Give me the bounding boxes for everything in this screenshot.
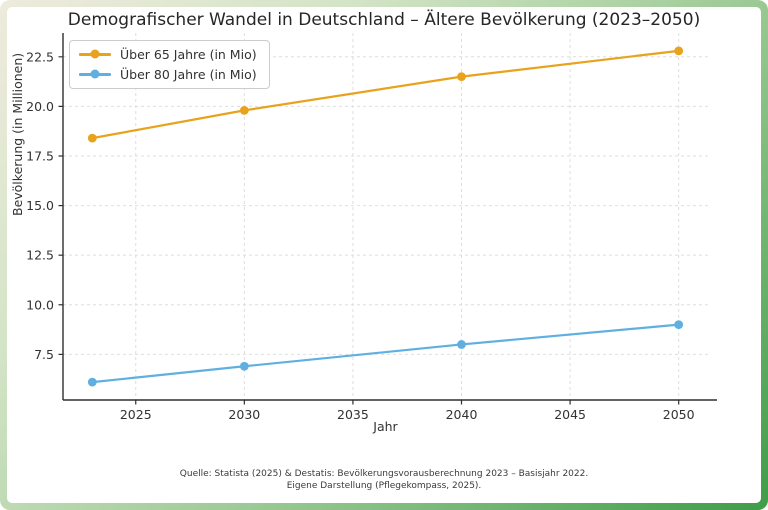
- legend-line-marker-over-65-icon: [79, 53, 111, 56]
- y-tick-label: 22.5: [26, 49, 54, 64]
- y-tick-label: 12.5: [26, 248, 54, 263]
- data-point: [674, 46, 684, 56]
- x-tick-label: 2035: [337, 407, 369, 422]
- legend-label: Über 80 Jahre (in Mio): [120, 67, 257, 82]
- legend: Über 65 Jahre (in Mio) Über 80 Jahre (in…: [69, 40, 270, 89]
- data-point: [457, 72, 466, 82]
- y-axis-label: Bevölkerung (in Millionen): [10, 52, 25, 216]
- legend-label: Über 65 Jahre (in Mio): [120, 47, 257, 62]
- legend-line-marker-over-80-icon: [79, 73, 111, 76]
- figure-canvas: Demografischer Wandel in Deutschland – Ä…: [7, 7, 761, 503]
- x-tick-label: 2045: [554, 407, 586, 422]
- x-axis-label: Jahr: [373, 419, 398, 434]
- data-point: [239, 105, 249, 115]
- data-point: [87, 133, 97, 143]
- x-tick-label: 2050: [663, 407, 695, 422]
- data-point: [87, 377, 97, 387]
- series-line-0: [91, 49, 680, 140]
- source-caption-line2: Eigene Darstellung (Pflegekompass, 2025)…: [286, 481, 482, 491]
- data-point: [239, 361, 249, 371]
- x-tick-label: 2040: [446, 407, 478, 422]
- legend-item-over-65: Über 65 Jahre (in Mio): [79, 47, 257, 62]
- legend-item-over-80: Über 80 Jahre (in Mio): [79, 67, 257, 82]
- series-line-1: [91, 323, 680, 384]
- x-tick-label: 2025: [120, 407, 152, 422]
- y-tick-label: 7.5: [34, 347, 54, 362]
- data-point: [674, 320, 684, 330]
- y-tick-label: 20.0: [26, 99, 54, 114]
- source-caption-line1: Quelle: Statista (2025) & Destatis: Bevö…: [179, 469, 589, 479]
- chart-title: Demografischer Wandel in Deutschland – Ä…: [67, 10, 701, 30]
- source-caption: Quelle: Statista (2025) & Destatis: Bevö…: [7, 468, 761, 492]
- x-tick-label: 2030: [228, 407, 260, 422]
- data-point: [457, 340, 466, 349]
- chart-plot: 7.5 10.0 12.5 15.0 17.5 20.0 22.5 2025 2030 2035 2…: [26, 33, 717, 422]
- y-tick-label: 10.0: [26, 297, 54, 312]
- y-tick-label: 15.0: [26, 198, 54, 213]
- y-tick-label: 17.5: [26, 148, 54, 163]
